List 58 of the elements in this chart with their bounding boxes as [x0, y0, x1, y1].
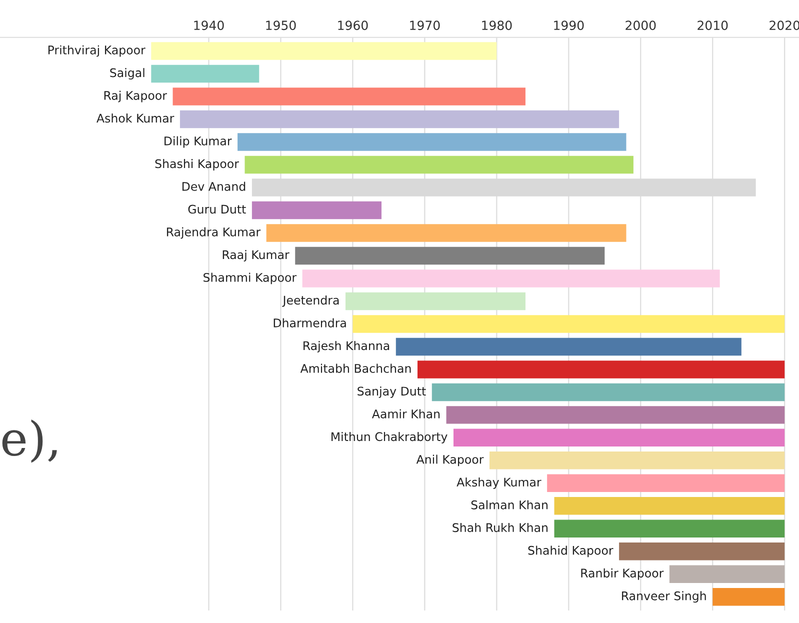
bar: [151, 64, 260, 83]
y-tick-label: Rajesh Khanna: [304, 340, 390, 352]
bar: [180, 110, 620, 128]
bar: [238, 133, 626, 151]
x-tick-label: 2000: [626, 20, 656, 30]
bar: [619, 542, 785, 560]
x-tick-label: 1970: [410, 20, 440, 30]
y-tick-label: Shah Rukh Khan: [452, 522, 548, 532]
bar: [252, 201, 382, 220]
y-tick-label: Raj Kapoor: [104, 90, 167, 102]
bar: [432, 383, 785, 402]
x-tick-label: 1990: [554, 20, 584, 30]
y-tick-label: Dev Anand: [182, 182, 246, 191]
bar: [396, 338, 742, 356]
bar: [712, 588, 785, 606]
y-tick-label: Dilip Kumar: [164, 136, 232, 148]
y-tick-label: Ranveer Singh: [622, 591, 706, 603]
bar: [554, 497, 785, 515]
bar: [669, 565, 785, 584]
x-tick-label: 1950: [266, 20, 296, 30]
bar: [172, 88, 526, 106]
y-tick-label: Shashi Kapoor: [155, 159, 239, 170]
y-tick-label: Guru Dutt: [188, 204, 246, 214]
bar: [417, 360, 785, 378]
y-tick-label: Rajendra Kumar: [166, 227, 261, 239]
bar: [266, 224, 626, 242]
y-tick-label: Shahid Kapoor: [528, 546, 614, 558]
y-tick-label: Prithviraj Kapoor: [48, 45, 146, 57]
bar: [547, 474, 785, 492]
y-tick-label: Dharmendra: [274, 318, 346, 328]
x-tick-label: 1940: [194, 20, 224, 30]
y-tick-label: Salman Khan: [471, 500, 548, 510]
y-tick-label: Aamir Khan: [372, 409, 440, 418]
y-tick-label: Amitabh Bachchan: [300, 364, 411, 373]
bar: [295, 246, 605, 265]
bar: [446, 406, 785, 424]
annotation: e),: [2, 419, 57, 463]
y-tick-label: Ranbir Kapoor: [581, 568, 664, 580]
bar: [489, 452, 785, 470]
y-tick-label: Ashok Kumar: [96, 114, 174, 123]
y-tick-label: Jeetendra: [282, 296, 339, 307]
bar: [554, 520, 785, 538]
y-tick-label: Saigal: [110, 68, 144, 80]
y-tick-label: Sanjay Dutt: [358, 386, 426, 398]
bar: [346, 292, 526, 310]
y-tick-label: Mithun Chakraborty: [332, 432, 448, 444]
y-tick-label: Raaj Kumar: [222, 250, 290, 262]
y-tick-label: Akshay Kumar: [456, 477, 542, 489]
y-tick-label: Anil Kapoor: [416, 454, 484, 466]
bar: [302, 270, 720, 288]
bar: [151, 42, 497, 60]
bar: [453, 428, 785, 447]
x-tick-label: 1960: [338, 20, 368, 30]
x-tick-label: 1980: [482, 20, 512, 30]
bar: [244, 156, 634, 174]
x-tick-label: 2010: [698, 20, 728, 30]
bar: [352, 315, 785, 333]
y-tick-label: Shammi Kapoor: [204, 272, 297, 284]
